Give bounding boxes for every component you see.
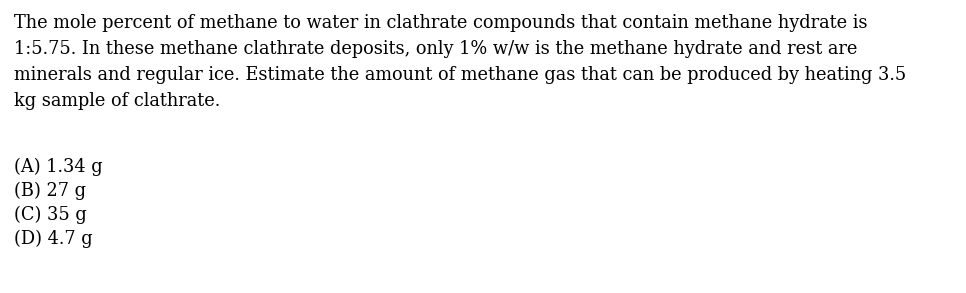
Text: (D) 4.7 g: (D) 4.7 g xyxy=(14,230,93,248)
Text: 1:5.75. In these methane clathrate deposits, only 1% w/w is the methane hydrate : 1:5.75. In these methane clathrate depos… xyxy=(14,40,858,58)
Text: kg sample of clathrate.: kg sample of clathrate. xyxy=(14,92,220,110)
Text: The mole percent of methane to water in clathrate compounds that contain methane: The mole percent of methane to water in … xyxy=(14,14,867,32)
Text: (C) 35 g: (C) 35 g xyxy=(14,206,87,224)
Text: minerals and regular ice. Estimate the amount of methane gas that can be produce: minerals and regular ice. Estimate the a… xyxy=(14,66,906,84)
Text: (A) 1.34 g: (A) 1.34 g xyxy=(14,158,102,176)
Text: (B) 27 g: (B) 27 g xyxy=(14,182,86,200)
